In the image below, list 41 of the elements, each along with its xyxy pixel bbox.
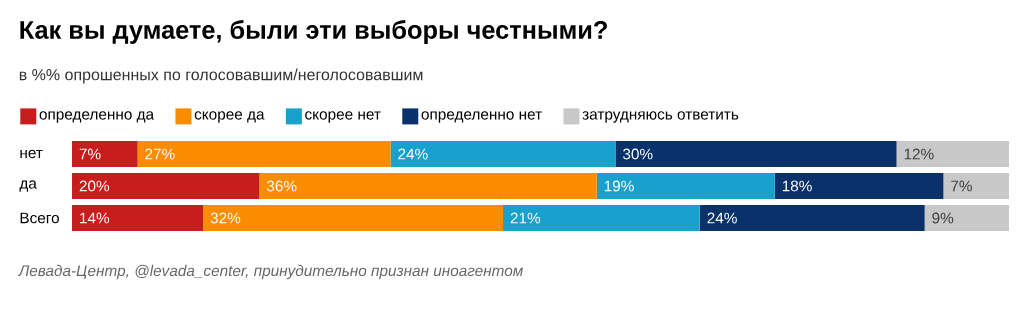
legend-label: определенно нет	[421, 111, 542, 123]
data-label: 30%	[622, 148, 653, 160]
bar	[259, 172, 597, 199]
data-label: 20%	[79, 180, 110, 192]
y-tick-label: Всего	[20, 212, 59, 224]
data-label: 27%	[145, 148, 175, 160]
legend-label: скорее да	[194, 111, 265, 123]
data-label: 14%	[80, 212, 110, 224]
bar	[774, 172, 944, 199]
legend-label: затрудняюсь ответить	[582, 111, 739, 123]
bar	[72, 204, 204, 231]
chart-subtitle: в %% опрошенных по голосовавшим/неголосовавшим	[19, 68, 423, 84]
chart-title: Как вы думаете, были эти выборы честными?	[20, 20, 607, 44]
data-label: 32%	[210, 212, 241, 224]
y-tick-label: нет	[20, 149, 43, 159]
data-label: 36%	[266, 180, 297, 192]
data-label: 7%	[79, 148, 101, 160]
data-label: 9%	[932, 212, 954, 224]
bar	[72, 172, 260, 199]
bar	[943, 172, 1009, 199]
data-label: 18%	[782, 180, 812, 192]
data-label: 24%	[398, 148, 428, 160]
bar	[390, 140, 616, 167]
legend-label: определенно да	[39, 111, 155, 123]
bar	[615, 140, 897, 167]
bar	[924, 204, 1009, 231]
data-label: 21%	[510, 212, 541, 224]
bar	[203, 204, 504, 231]
data-label: 19%	[604, 180, 634, 192]
bar	[896, 140, 1009, 167]
bar	[503, 204, 700, 231]
bar	[72, 140, 138, 167]
bar	[699, 204, 925, 231]
data-label: 24%	[707, 212, 737, 224]
data-label: 7%	[951, 180, 972, 192]
data-label: 12%	[904, 148, 934, 160]
y-tick-label: да	[19, 180, 37, 192]
bar	[137, 140, 391, 167]
legend-label: скорее нет	[305, 111, 381, 123]
bar	[596, 172, 775, 199]
text: Левада-Центр, @levada_center, принудительно признан иноагентом	[17, 264, 523, 280]
